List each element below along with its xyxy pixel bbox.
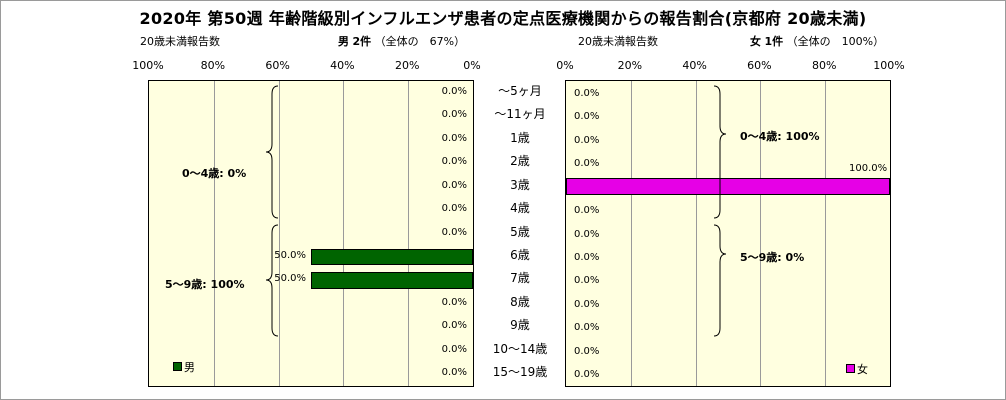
right-sex: 女: [750, 35, 761, 48]
left-caption: 20歳未満報告数: [140, 35, 220, 48]
left-x-tick: 20%: [394, 59, 420, 72]
right-sex-label: 女 1件 （全体の 100%）: [750, 33, 884, 49]
right-x-tick: 80%: [811, 59, 837, 72]
left-x-tick: 100%: [132, 59, 164, 72]
male-value-label: 0.0%: [441, 203, 467, 215]
female-value-label: 0.0%: [574, 345, 600, 357]
right-x-tick: 40%: [682, 59, 707, 72]
female-value-label: 0.0%: [574, 134, 600, 146]
female-value-label: 0.0%: [574, 369, 600, 381]
male-bar: [311, 248, 473, 266]
left-gridline: [343, 81, 345, 386]
left-group-0-4: 0～4歳: 0%: [182, 167, 247, 180]
male-value-label: 0.0%: [441, 226, 467, 238]
right-group-0-4: 0～4歳: 100%: [740, 130, 820, 143]
right-plot-area: [565, 80, 891, 387]
right-legend-label: 女: [857, 363, 868, 376]
left-legend: 男: [173, 359, 195, 375]
left-x-tick: 80%: [200, 59, 226, 72]
left-group-5-9: 5～9歳: 100%: [165, 278, 245, 291]
age-label: 8歳: [510, 294, 530, 309]
left-x-tick: 60%: [265, 59, 290, 72]
female-value-label: 100.0%: [849, 163, 888, 175]
right-count: 1件: [764, 35, 784, 48]
left-x-tick: 0%: [463, 59, 481, 72]
left-legend-swatch: [173, 362, 182, 371]
female-value-label: 0.0%: [574, 275, 600, 287]
right-x-tick: 20%: [617, 59, 643, 72]
right-x-tick: 100%: [873, 59, 905, 72]
male-value-label: 0.0%: [441, 343, 467, 355]
male-bar: [311, 271, 473, 289]
right-group-5-9: 5～9歳: 0%: [740, 251, 805, 264]
right-x-tick: 0%: [556, 59, 574, 72]
male-value-label: 0.0%: [441, 85, 467, 97]
female-value-label: 0.0%: [574, 87, 600, 99]
left-group-braces: [265, 85, 279, 337]
left-share: （全体の 67%）: [374, 35, 466, 48]
left-gridline: [213, 81, 215, 386]
age-label: 1歳: [510, 130, 530, 145]
right-share: （全体の 100%）: [786, 35, 885, 48]
male-value-label: 0.0%: [441, 156, 467, 168]
age-label: ～5ヶ月: [498, 83, 542, 98]
left-sex-label: 男 2件 （全体の 67%）: [338, 33, 465, 49]
left-x-tick: 40%: [330, 59, 355, 72]
female-bar: [566, 178, 890, 196]
male-value-label: 0.0%: [441, 132, 467, 144]
age-label: 2歳: [510, 154, 530, 169]
left-gridline: [278, 81, 280, 386]
right-caption: 20歳未満報告数: [578, 35, 658, 48]
age-label: 4歳: [510, 201, 530, 216]
male-value-label: 0.0%: [441, 367, 467, 379]
left-sex: 男: [338, 35, 349, 48]
male-value-label: 50.0%: [274, 273, 306, 285]
age-label: 10～14歳: [492, 341, 548, 356]
male-value-label: 0.0%: [441, 109, 467, 121]
age-label: ～11ヶ月: [494, 107, 546, 122]
female-value-label: 0.0%: [574, 205, 600, 217]
right-gridline: [630, 81, 632, 386]
right-gridline: [760, 81, 762, 386]
male-value-label: 0.0%: [441, 320, 467, 332]
age-label: 15～19歳: [492, 365, 548, 380]
age-label: 5歳: [510, 224, 530, 239]
age-label: 6歳: [510, 247, 530, 262]
chart-title: 2020年 第50週 年齢階級別インフルエンザ患者の定点医療機関からの報告割合(…: [139, 9, 867, 28]
right-legend: 女: [846, 361, 868, 377]
right-x-tick: 60%: [747, 59, 772, 72]
male-value-label: 0.0%: [441, 296, 467, 308]
right-gridline: [695, 81, 697, 386]
right-legend-swatch: [846, 364, 855, 373]
left-gridline: [408, 81, 410, 386]
female-value-label: 0.0%: [574, 111, 600, 123]
age-label: 3歳: [510, 177, 530, 192]
left-count: 2件: [352, 35, 372, 48]
female-value-label: 0.0%: [574, 298, 600, 310]
left-plot-area: [148, 80, 474, 387]
male-value-label: 50.0%: [274, 249, 306, 261]
female-value-label: 0.0%: [574, 322, 600, 334]
left-legend-label: 男: [184, 361, 195, 374]
female-value-label: 0.0%: [574, 228, 600, 240]
female-value-label: 0.0%: [574, 251, 600, 263]
male-value-label: 0.0%: [441, 179, 467, 191]
female-value-label: 0.0%: [574, 158, 600, 170]
age-label: 7歳: [510, 271, 530, 286]
right-group-braces: [713, 85, 727, 337]
age-label: 9歳: [510, 318, 530, 333]
right-gridline: [825, 81, 827, 386]
